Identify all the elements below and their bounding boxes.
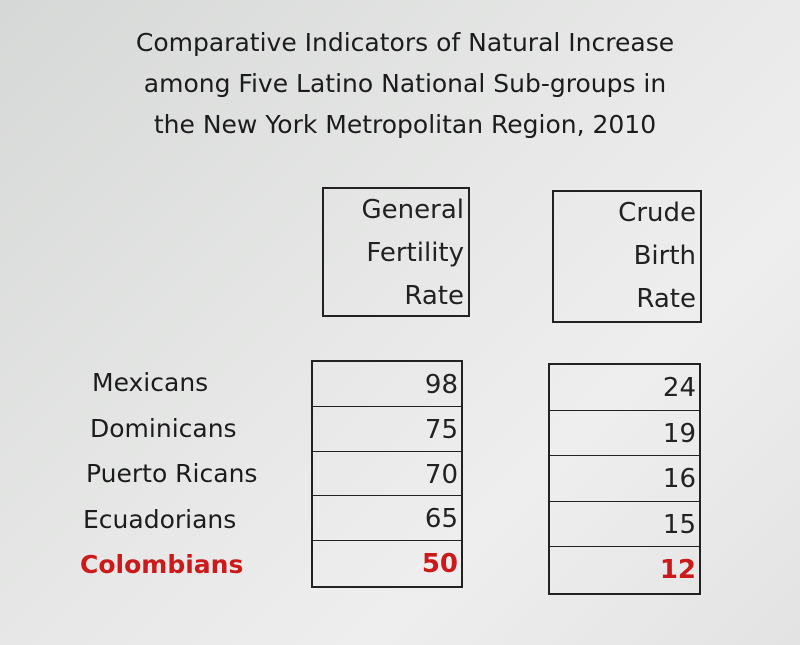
row-label: Mexicans xyxy=(92,368,209,397)
header-line: General xyxy=(361,195,464,225)
title-line: the New York Metropolitan Region, 2010 xyxy=(153,110,657,139)
header-line: Rate xyxy=(404,281,464,311)
value-cell: 70 xyxy=(313,452,461,497)
value-cell: 98 xyxy=(313,362,461,407)
crude-birth-rate-column: 24 19 16 15 12 xyxy=(548,363,701,595)
value-cell: 19 xyxy=(550,411,699,457)
row-labels: Mexicans Dominicans Puerto Ricans Ecuado… xyxy=(78,360,308,588)
title-line: among Five Latino National Sub-groups in xyxy=(143,69,667,98)
value-cell: 65 xyxy=(313,496,461,542)
value-cell: 75 xyxy=(313,407,461,452)
header-general-fertility-rate: General Fertility Rate xyxy=(322,187,470,317)
header-line: Fertility xyxy=(366,238,464,268)
row-label: Dominicans xyxy=(90,413,237,443)
header-crude-birth-rate: Crude Birth Rate xyxy=(552,190,702,323)
row-label: Colombians xyxy=(80,550,244,579)
value-cell: 15 xyxy=(550,502,699,548)
value-cell: 16 xyxy=(550,456,699,502)
header-line: Birth xyxy=(633,241,696,271)
header-line: Rate xyxy=(636,284,696,314)
title-line: Comparative Indicators of Natural Increa… xyxy=(135,28,675,57)
general-fertility-rate-column: 98 75 70 65 50 xyxy=(311,360,463,588)
value-cell: 50 xyxy=(421,549,458,580)
row-label: Ecuadorians xyxy=(83,504,237,534)
chart-title: Comparative Indicators of Natural Increa… xyxy=(100,22,710,145)
header-line: Crude xyxy=(618,198,696,228)
row-label: Puerto Ricans xyxy=(86,459,258,488)
value-cell: 24 xyxy=(550,365,699,411)
value-cell: 12 xyxy=(659,555,696,586)
